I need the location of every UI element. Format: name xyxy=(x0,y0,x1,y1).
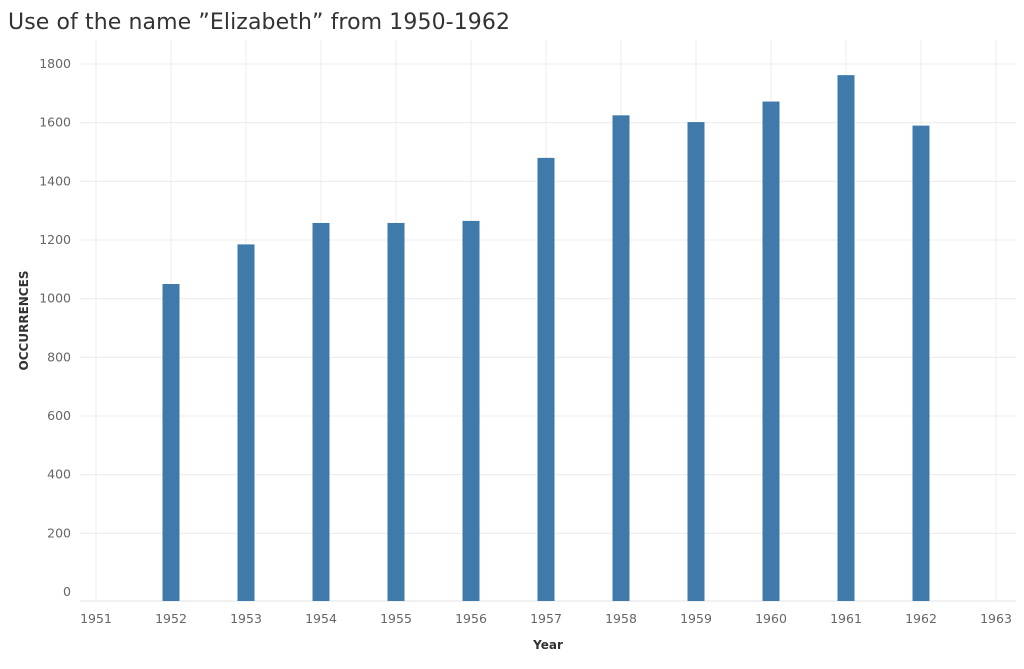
x-tick-label: 1962 xyxy=(905,611,937,626)
x-tick-label: 1959 xyxy=(680,611,712,626)
y-axis-title: OCCURRENCES xyxy=(17,271,31,371)
y-tick-label: 1400 xyxy=(39,173,71,188)
x-tick-label: 1951 xyxy=(80,611,112,626)
bar-1952[interactable] xyxy=(162,284,180,601)
x-tick-label: 1955 xyxy=(380,611,412,626)
bar-1953[interactable] xyxy=(237,244,255,601)
x-tick-label: 1963 xyxy=(980,611,1012,626)
y-tick-label: 1000 xyxy=(39,291,71,306)
y-tick-label: 800 xyxy=(47,349,71,364)
y-tick-label: 600 xyxy=(47,408,71,423)
x-tick-label: 1957 xyxy=(530,611,562,626)
y-tick-label: 1800 xyxy=(39,56,71,71)
x-tick-label: 1960 xyxy=(755,611,787,626)
bar-1961[interactable] xyxy=(837,75,855,601)
bar-1956[interactable] xyxy=(462,220,480,601)
x-tick-label: 1961 xyxy=(830,611,862,626)
bar-1958[interactable] xyxy=(612,115,630,601)
x-tick-label: 1953 xyxy=(230,611,262,626)
bar-1954[interactable] xyxy=(312,222,330,601)
x-tick-label: 1958 xyxy=(605,611,637,626)
bar-1960[interactable] xyxy=(762,101,780,602)
x-axis-title: Year xyxy=(532,638,563,652)
x-tick-label: 1956 xyxy=(455,611,487,626)
y-tick-label: 0 xyxy=(63,584,71,599)
y-tick-label: 1200 xyxy=(39,232,71,247)
x-tick-label: 1954 xyxy=(305,611,337,626)
bar-1959[interactable] xyxy=(687,122,705,601)
bar-1955[interactable] xyxy=(387,222,405,601)
bar-1957[interactable] xyxy=(537,157,555,601)
y-tick-label: 200 xyxy=(47,525,71,540)
y-tick-label: 1600 xyxy=(39,115,71,130)
bar-1962[interactable] xyxy=(912,125,930,601)
chart-title: Use of the name ”Elizabeth” from 1950-19… xyxy=(8,10,511,35)
y-tick-label: 400 xyxy=(47,467,71,482)
x-tick-label: 1952 xyxy=(155,611,187,626)
